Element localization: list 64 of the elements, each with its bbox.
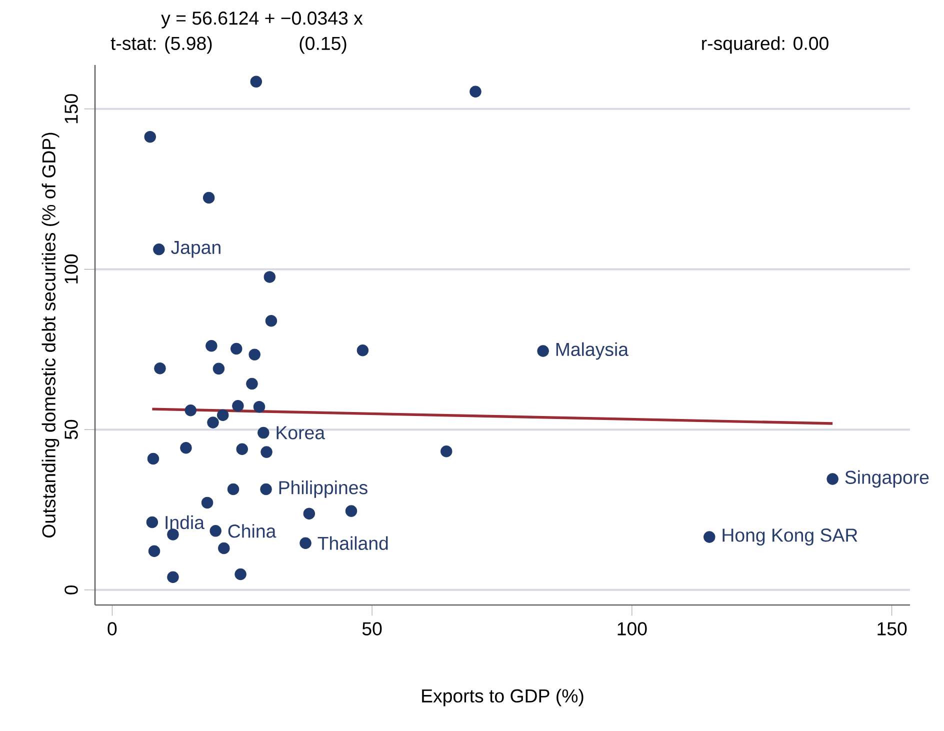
annotation: India (166, 515, 204, 530)
point (537, 345, 549, 357)
point (260, 446, 272, 458)
point (303, 508, 316, 520)
point (207, 416, 219, 428)
point (234, 568, 246, 580)
point (704, 531, 716, 543)
point (230, 342, 242, 355)
annotation: China (228, 524, 276, 538)
x-tick-label: 50 (362, 622, 382, 636)
point (250, 76, 262, 88)
point (260, 483, 272, 496)
point (300, 537, 312, 549)
point (212, 362, 225, 375)
point (232, 400, 244, 412)
y-axis-title: Outstanding domestic debt securities (% of GDP) (42, 132, 60, 538)
point (144, 130, 156, 143)
annotation: Thailand (318, 536, 388, 550)
point (248, 348, 260, 360)
x-axis-title: Exports to GDP (%) (422, 688, 584, 706)
annotation: Hong Kong SAR (722, 528, 858, 546)
point (218, 542, 230, 554)
point (826, 473, 838, 485)
point (153, 244, 165, 256)
x-tick-label: 0 (108, 622, 117, 636)
point (202, 192, 215, 204)
y-tick-label: 50 (64, 420, 78, 440)
point (246, 378, 258, 390)
point (258, 426, 270, 439)
annotation: Philippines (279, 480, 368, 498)
annotation: Singapore (845, 470, 929, 488)
text: y = 56.6124 + −0.0343 x (161, 12, 363, 28)
point (201, 496, 214, 509)
point (146, 516, 158, 528)
point (147, 452, 160, 465)
point (236, 443, 248, 456)
point (180, 442, 192, 454)
point (206, 340, 218, 352)
point (440, 446, 452, 458)
annotation: Malaysia (556, 342, 629, 360)
point (264, 271, 276, 283)
annotation: Japan (171, 241, 220, 258)
y-tick-label: 100 (64, 254, 78, 284)
point (148, 545, 160, 557)
text: (0.15) (300, 36, 346, 54)
point (227, 483, 240, 496)
point (210, 525, 222, 537)
point (167, 571, 179, 583)
point (265, 315, 278, 327)
point (253, 400, 266, 413)
point (356, 344, 369, 356)
point (470, 86, 482, 98)
text: t-stat: (5.98) (110, 36, 212, 54)
point (167, 528, 179, 540)
y-tick-label: 150 (64, 94, 78, 124)
x-tick-label: 150 (878, 622, 907, 636)
text: r-squared: 0.00 (702, 36, 828, 54)
y-tick-label: 0 (64, 585, 78, 594)
annotation: Korea (276, 426, 326, 440)
point (216, 409, 229, 422)
x-tick-label: 100 (618, 622, 647, 636)
point (184, 404, 197, 416)
point (345, 505, 358, 517)
point (154, 362, 166, 374)
